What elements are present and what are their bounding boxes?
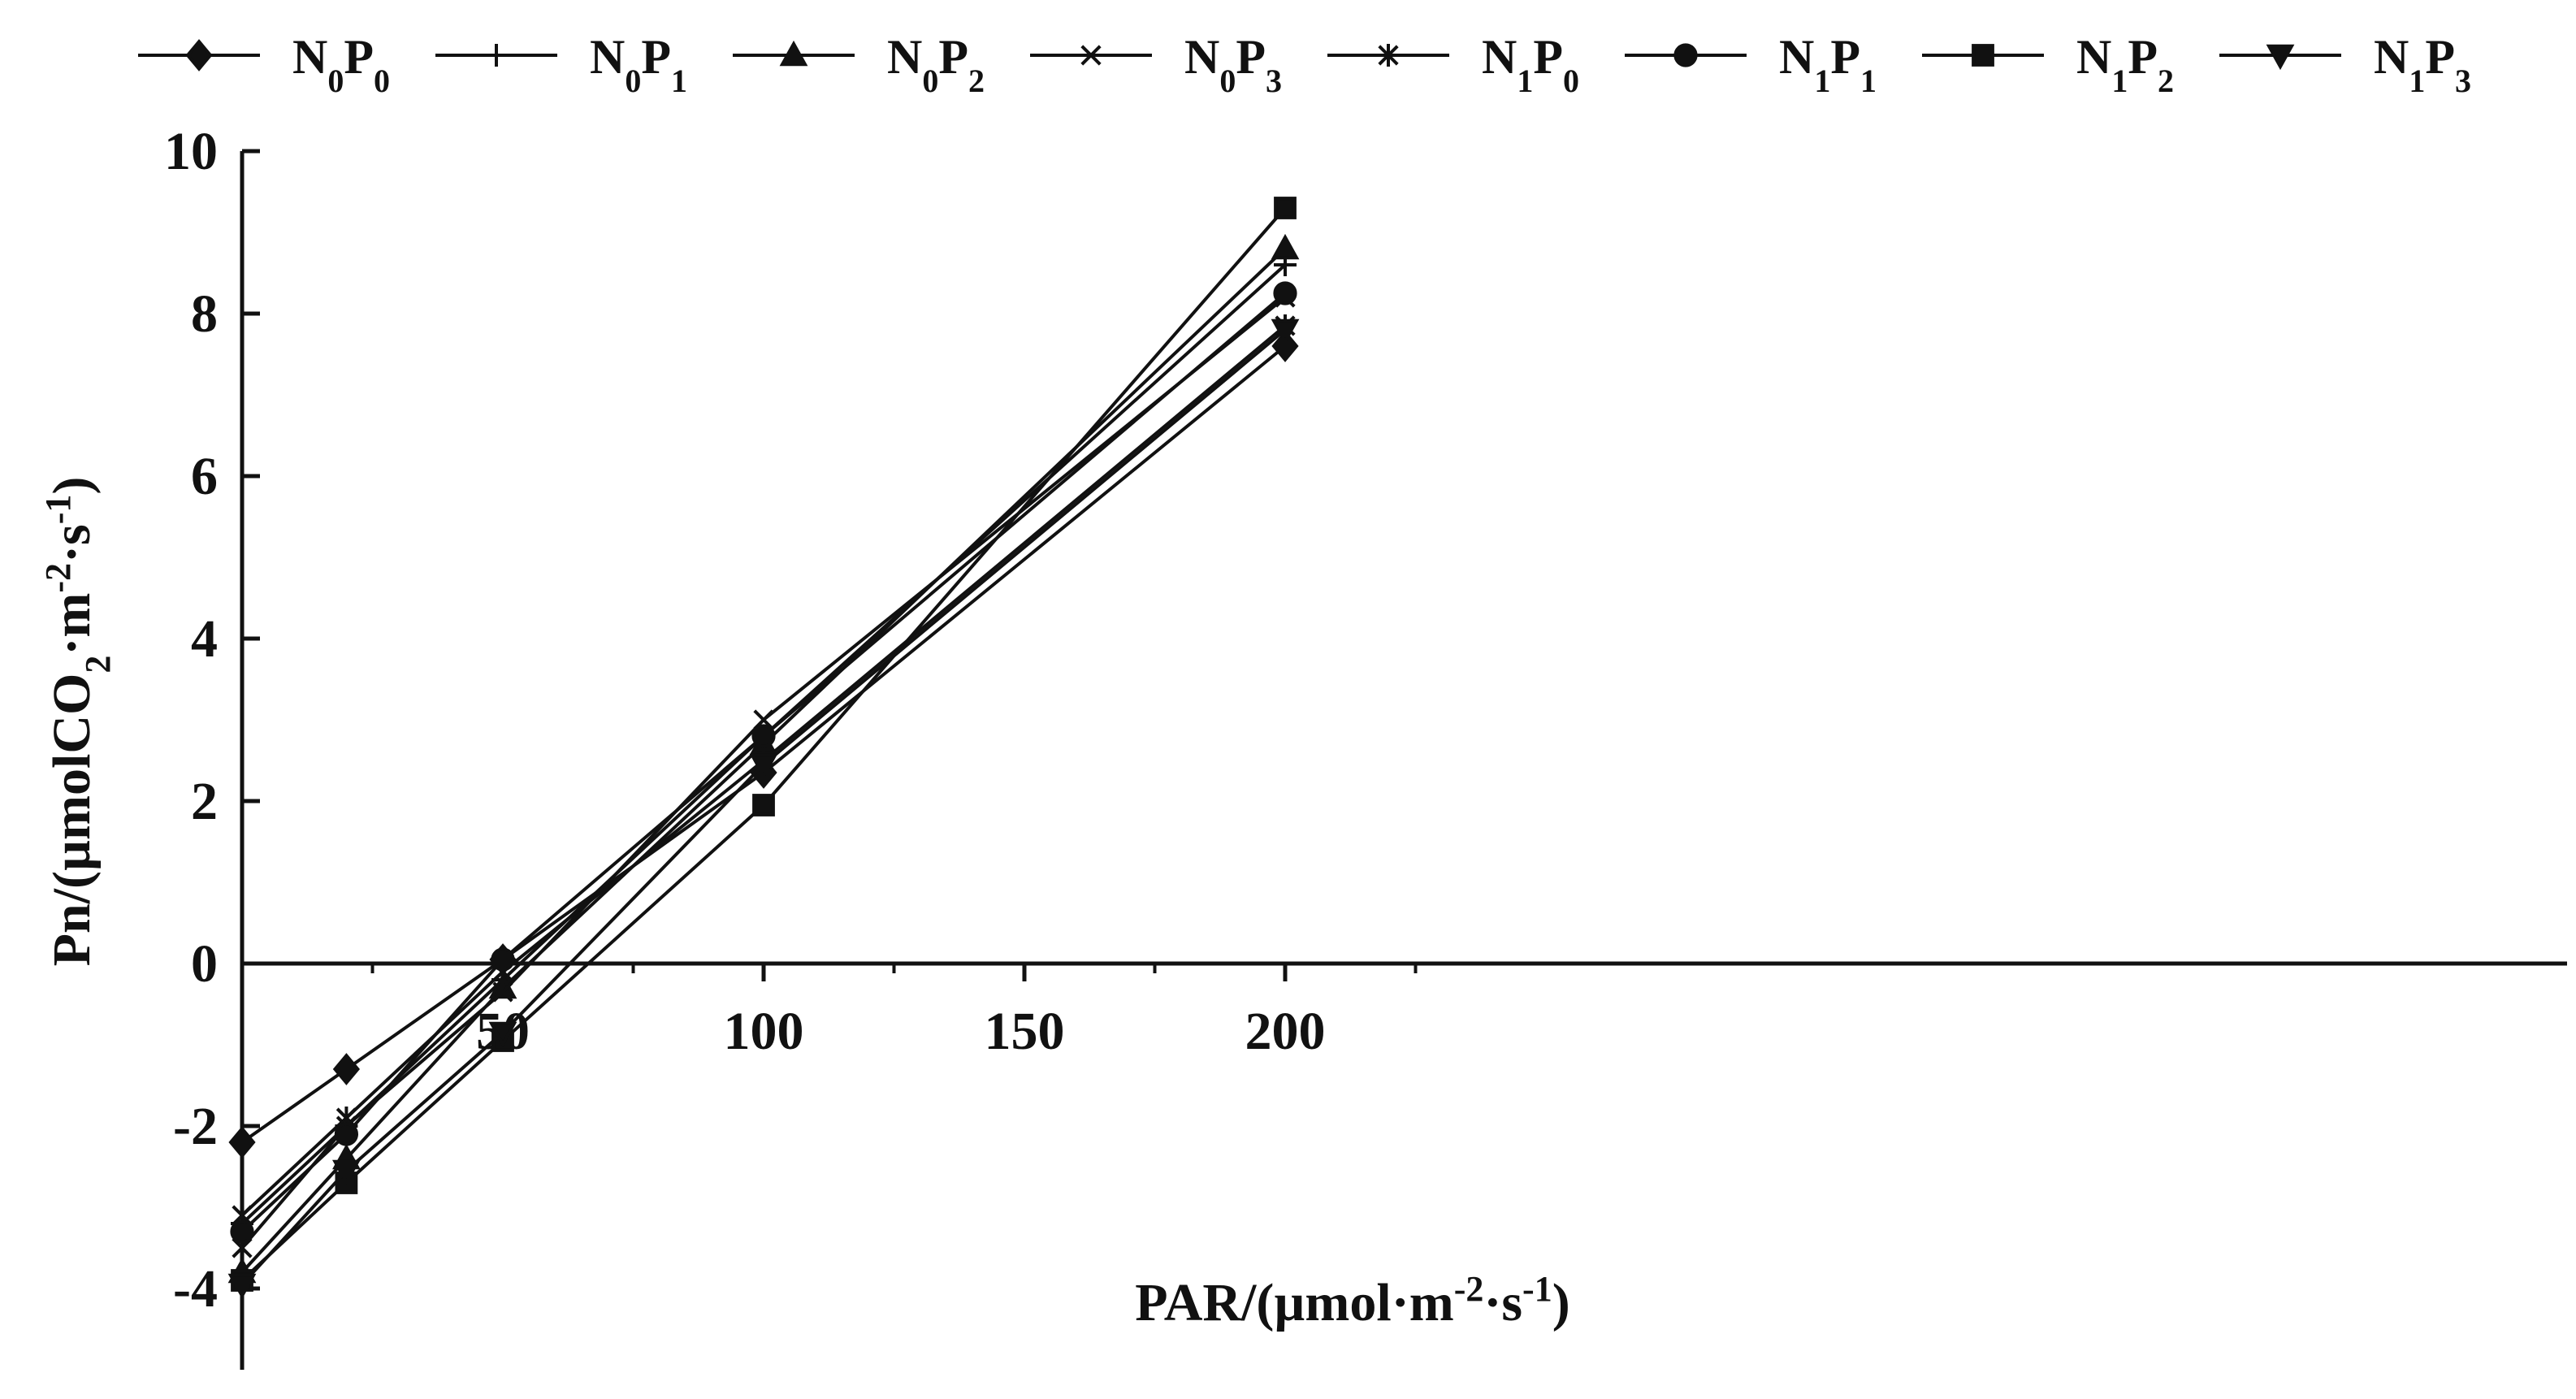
data-point: [227, 1273, 257, 1300]
legend-marker: [1972, 44, 1994, 67]
series-N1P3: [227, 318, 1300, 1300]
y-tick-label: 2: [191, 772, 218, 831]
data-point: [1273, 281, 1297, 305]
data-point: [749, 753, 778, 780]
x-axis-title: PAR/(µmol·m-2·s-1): [1135, 1269, 1569, 1333]
legend-marker: [2266, 44, 2295, 71]
legend-label: N1P0: [1482, 30, 1579, 99]
legend-item: N1P0: [1327, 30, 1579, 99]
legend-marker: [185, 39, 213, 71]
legend-item: N0P0: [138, 30, 390, 99]
x-tick-label: 150: [985, 1002, 1065, 1061]
y-tick-label: -2: [173, 1097, 218, 1156]
x-tick-label: 200: [1245, 1002, 1326, 1061]
legend-marker: [779, 40, 808, 67]
data-point: [491, 947, 515, 972]
legend-label: N1P2: [2076, 30, 2174, 99]
y-tick-label: 8: [191, 284, 218, 344]
data-point: [1271, 233, 1300, 260]
legend-label: N0P2: [887, 30, 985, 99]
x-tick-label: 100: [724, 1002, 804, 1061]
legend-label: N0P0: [292, 30, 390, 99]
data-point: [332, 1159, 361, 1186]
legend-item: N0P3: [1030, 30, 1282, 99]
data-point: [488, 1021, 517, 1048]
data-point: [332, 1053, 361, 1085]
legend-label: N0P3: [1184, 30, 1282, 99]
legend-label: N1P1: [1779, 30, 1877, 99]
legend-item: N1P1: [1625, 30, 1877, 99]
y-tick-label: 4: [191, 609, 218, 669]
data-point: [492, 981, 513, 1003]
y-tick-label: 6: [191, 447, 218, 506]
legend-marker: [1673, 43, 1698, 67]
y-tick-label: 10: [164, 122, 218, 181]
data-point: [751, 724, 776, 748]
legend-label: N0P1: [590, 30, 687, 99]
data-point: [228, 1126, 256, 1159]
y-tick-label: -4: [173, 1259, 218, 1319]
data-point: [1271, 330, 1299, 362]
legend-marker: [1080, 45, 1102, 66]
legend-item: N0P1: [435, 30, 687, 99]
legend-label: N1P3: [2374, 30, 2471, 99]
series-N1P1: [230, 281, 1297, 1244]
legend-item: N1P2: [1922, 30, 2174, 99]
data-point: [752, 794, 775, 816]
data-point: [334, 1122, 358, 1146]
y-tick-label: 0: [191, 934, 218, 994]
data-point: [1274, 197, 1297, 219]
legend-item: N0P2: [733, 30, 985, 99]
data-point: [1271, 318, 1300, 345]
y-axis-title: Pn/(µmolCO2·m-2·s-1): [38, 477, 118, 967]
data-point: [230, 1219, 254, 1244]
legend-marker: [1378, 44, 1399, 67]
legend-item: N1P3: [2219, 30, 2471, 99]
legend-marker: [485, 44, 508, 67]
